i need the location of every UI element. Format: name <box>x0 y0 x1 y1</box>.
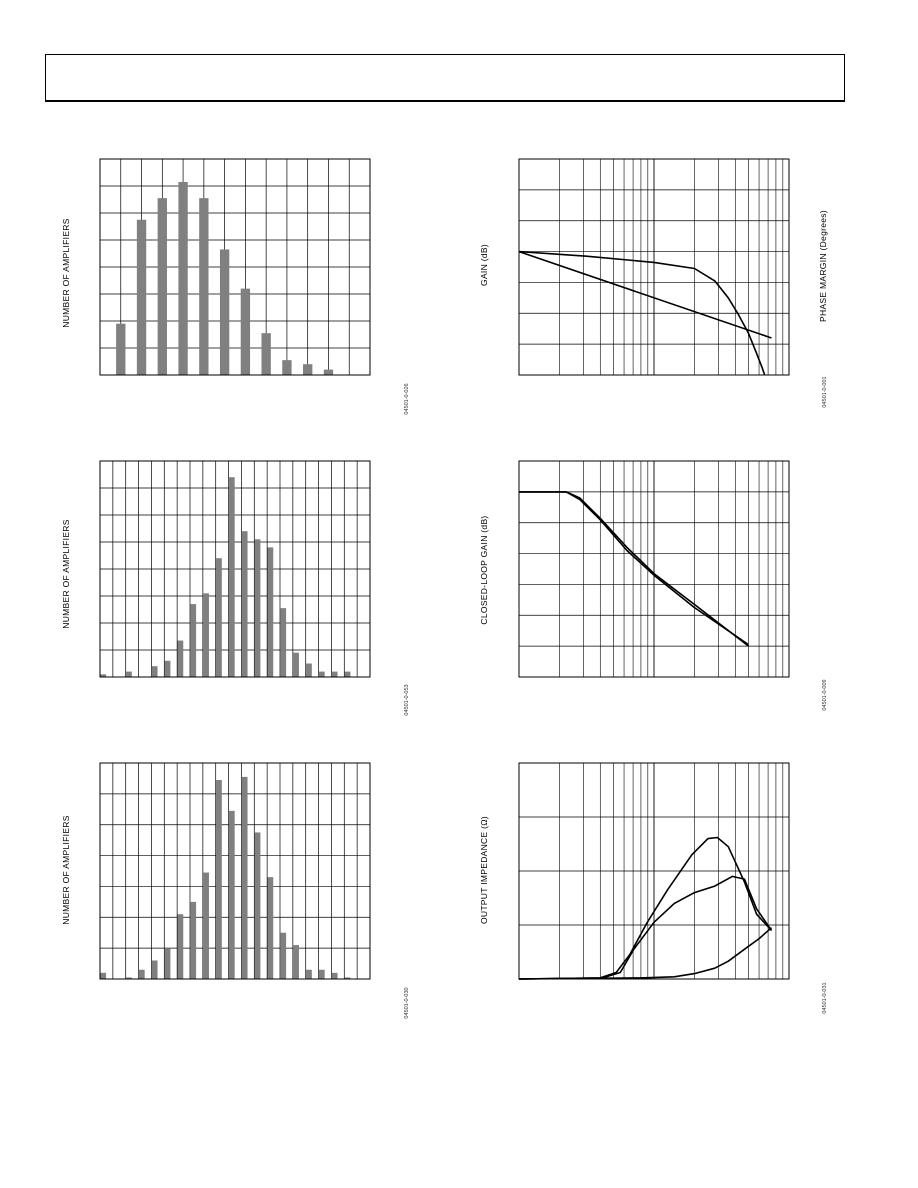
closed-loop-gain-chart <box>518 460 790 678</box>
plot-frame <box>99 762 371 980</box>
histogram-bar <box>318 969 325 979</box>
histogram-bar <box>228 810 235 979</box>
histogram-bar <box>331 671 338 677</box>
histogram-bar <box>164 660 171 677</box>
histogram-bar <box>177 640 184 677</box>
histogram-bar <box>190 604 197 677</box>
gain-phase-chart <box>518 158 790 376</box>
histogram-bar <box>203 872 209 979</box>
series-line <box>518 836 773 980</box>
histogram-bar <box>261 333 271 375</box>
plot-frame <box>99 460 371 678</box>
series-line <box>518 250 772 339</box>
histogram-bar <box>151 666 158 677</box>
histogram-bar <box>323 369 334 375</box>
histogram-bar <box>100 674 107 677</box>
hist3-ylabel: NUMBER OF AMPLIFIERS <box>61 815 71 925</box>
phase-margin-ylabel: PHASE MARGIN (Degrees) <box>818 210 828 322</box>
histogram-bar <box>164 948 171 979</box>
histogram-bar <box>151 960 158 979</box>
histogram-bar <box>318 671 325 677</box>
histogram-bar <box>240 288 251 375</box>
gain-ylabel: GAIN (dB) <box>479 244 489 286</box>
hist2-figure-code: 04501-0-053 <box>404 684 410 716</box>
gain-phase-figure-code: 04501-0-001 <box>822 376 828 408</box>
zout-figure-code: 04501-0-031 <box>822 982 828 1014</box>
plot-frame <box>518 158 790 376</box>
histogram-bar <box>306 969 312 979</box>
histogram-bar <box>126 671 132 677</box>
page-header-box <box>45 54 845 102</box>
histogram-bar <box>178 181 188 375</box>
zout-ylabel: OUTPUT IMPEDANCE (Ω) <box>479 815 489 925</box>
hist1-ylabel: NUMBER OF AMPLIFIERS <box>61 218 71 328</box>
histogram-bar <box>293 945 299 979</box>
hist1-figure-code: 04501-0-026 <box>404 383 410 415</box>
closed-loop-ylabel: CLOSED-LOOP GAIN (dB) <box>479 515 489 625</box>
histogram-bar <box>126 977 132 979</box>
histogram-bar <box>219 249 230 375</box>
series-line <box>518 250 766 376</box>
histogram-bar <box>216 558 222 677</box>
series-line <box>519 491 749 646</box>
histogram-bar <box>177 914 184 979</box>
histogram-bar <box>100 972 107 979</box>
hist2-ylabel: NUMBER OF AMPLIFIERS <box>61 519 71 629</box>
histogram-bar <box>116 323 126 375</box>
histogram-chart-2 <box>99 460 371 678</box>
output-impedance-chart <box>518 762 790 980</box>
histogram-bar <box>344 671 351 677</box>
histogram-bar <box>216 779 222 979</box>
series-line <box>518 927 773 980</box>
plot-frame <box>518 460 790 678</box>
histogram-bar <box>306 663 312 677</box>
histogram-bar <box>280 932 287 979</box>
histogram-bar <box>254 832 261 979</box>
histogram-bar <box>254 539 261 677</box>
histogram-bar <box>241 776 248 979</box>
closed-loop-figure-code: 04501-0-009 <box>822 679 828 711</box>
histogram-bar <box>199 198 209 375</box>
histogram-bar <box>190 901 197 979</box>
histogram-bar <box>157 198 167 375</box>
histogram-bar <box>282 360 292 375</box>
histogram-bar <box>203 593 209 677</box>
histogram-bar <box>136 219 147 375</box>
histogram-bar <box>280 608 287 677</box>
histogram-bar <box>138 969 145 979</box>
histogram-bar <box>241 531 248 677</box>
histogram-bar <box>267 547 274 677</box>
hist3-figure-code: 04501-0-030 <box>404 987 410 1019</box>
histogram-bar <box>344 977 351 979</box>
histogram-bar <box>331 972 338 979</box>
histogram-bar <box>303 364 313 375</box>
plot-frame <box>99 158 371 376</box>
histogram-bar <box>293 652 299 677</box>
histogram-bar <box>267 877 274 979</box>
histogram-chart-1 <box>99 158 371 376</box>
series-line <box>518 875 773 980</box>
histogram-chart-3 <box>99 762 371 980</box>
series-line <box>519 491 749 647</box>
histogram-bar <box>228 477 235 677</box>
plot-frame <box>518 762 790 980</box>
